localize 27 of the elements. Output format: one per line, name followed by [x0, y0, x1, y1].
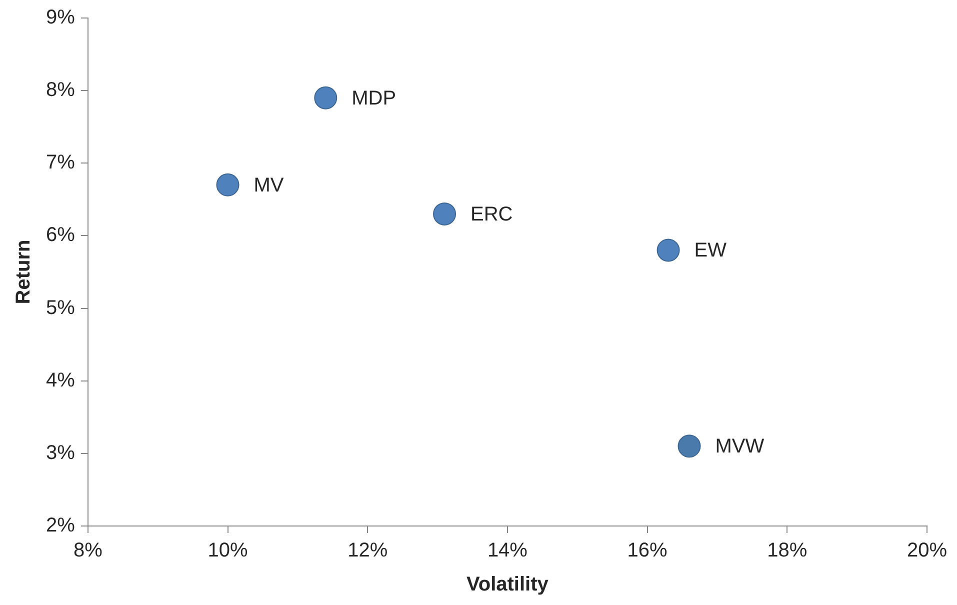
- y-tick-label: 9%: [46, 6, 76, 29]
- x-tick-label: 20%: [906, 540, 948, 562]
- series-label: MVW: [715, 436, 764, 458]
- x-axis-title: Volatility: [466, 574, 550, 596]
- x-tick-label: 16%: [627, 540, 668, 562]
- point: [678, 434, 701, 458]
- y-tick-label: 6%: [46, 224, 76, 246]
- y-tick-label: 2%: [46, 514, 76, 537]
- x-tick-label: 18%: [767, 540, 808, 562]
- point: [314, 86, 338, 110]
- x-tick-label: 12%: [348, 540, 388, 562]
- point: [656, 238, 680, 262]
- y-tick-label: 7%: [46, 152, 76, 174]
- y-tick-label: 8%: [46, 79, 76, 102]
- x-tick-label: 8%: [73, 540, 103, 562]
- x-tick-label: 14%: [487, 540, 528, 562]
- y-tick-label: 3%: [46, 442, 76, 464]
- point: [433, 202, 456, 226]
- point: [216, 173, 240, 196]
- series-label: EW: [694, 240, 727, 262]
- x-tick-label: 10%: [208, 540, 248, 562]
- y-axis-title: Return: [12, 240, 35, 304]
- series-label: MV: [254, 174, 284, 196]
- series-label: ERC: [470, 203, 513, 226]
- y-tick-label: 5%: [46, 296, 76, 319]
- series-label: MDP: [352, 87, 396, 110]
- y-tick-label: 4%: [46, 369, 76, 392]
